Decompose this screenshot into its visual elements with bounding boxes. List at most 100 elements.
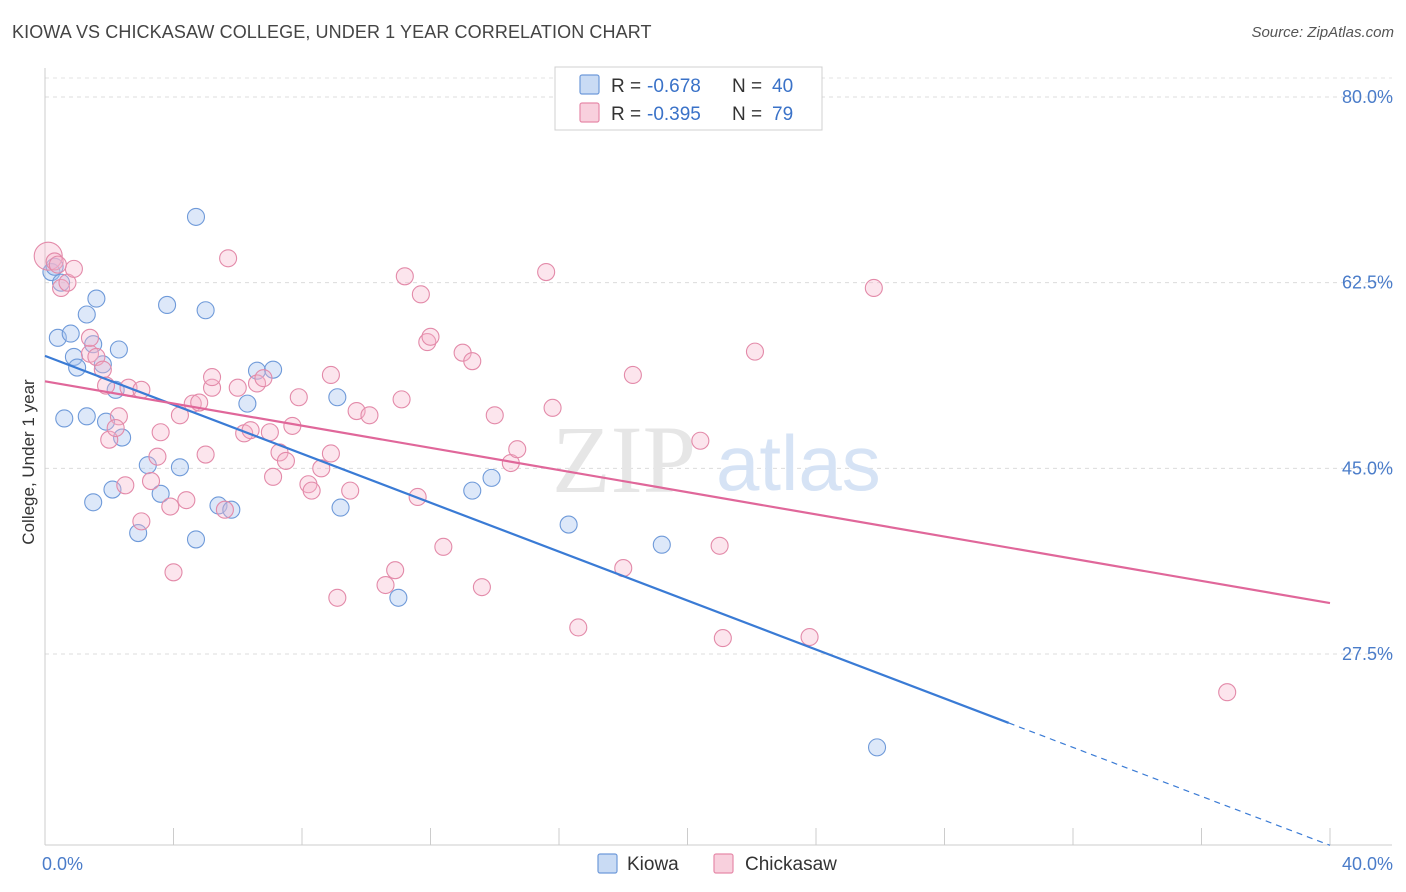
chickasaw-point-15 <box>132 512 151 531</box>
chickasaw-point-43 <box>302 481 321 500</box>
y-axis-title: College, Under 1 year <box>19 379 38 545</box>
chickasaw-point-29 <box>215 500 234 519</box>
y-tick-label-3: 27.5% <box>1342 644 1393 664</box>
y-tick-label-2: 45.0% <box>1342 458 1393 478</box>
chickasaw-point-18 <box>148 447 167 466</box>
chickasaw-point-52 <box>386 561 405 580</box>
chickasaw-point-45 <box>321 444 340 463</box>
chickasaw-point-30 <box>219 249 238 268</box>
kiowa-point-33 <box>389 588 408 607</box>
legend-r-label-kiowa: R = <box>611 76 641 97</box>
series-legend: Kiowa Chickasaw <box>597 853 837 875</box>
legend-swatch-kiowa <box>579 74 600 95</box>
kiowa-point-9 <box>93 355 112 374</box>
kiowa-point-22 <box>170 458 189 477</box>
kiowa-point-1 <box>52 273 71 292</box>
kiowa-point-3 <box>61 324 80 343</box>
chickasaw-point-26 <box>196 445 215 464</box>
correlation-legend: R = -0.678 N = 40 R = -0.395 N = 79 <box>554 66 823 131</box>
kiowa-point-27 <box>222 500 241 519</box>
chickasaw-point-48 <box>341 481 360 500</box>
kiowa-point-39 <box>45 257 64 276</box>
chickasaw-point-57 <box>418 333 437 352</box>
chickasaw-point-35 <box>254 369 273 388</box>
legend-r-value-kiowa: -0.678 <box>647 76 701 97</box>
kiowa-point-36 <box>559 515 578 534</box>
kiowa-point-21 <box>158 295 177 314</box>
chickasaw-point-70 <box>623 365 642 385</box>
watermark: ZIP atlas <box>552 406 881 513</box>
legend-swatch-chickasaw <box>579 102 600 123</box>
legend-n-value-chickasaw: 79 <box>772 104 793 125</box>
chickasaw-point-31 <box>228 378 247 397</box>
bottom-legend-label-kiowa: Kiowa <box>627 854 679 875</box>
kiowa-point-37 <box>652 535 671 554</box>
x-tick-label-1: 40.0% <box>1342 854 1393 874</box>
chickasaw-point-17 <box>141 472 161 491</box>
kiowa-point-38 <box>867 738 887 757</box>
kiowa-point-25 <box>196 301 215 320</box>
kiowa-point-11 <box>55 409 74 428</box>
chickasaw-point-78 <box>48 255 67 274</box>
legend-n-value-kiowa: 40 <box>772 76 793 97</box>
chickasaw-point-54 <box>395 267 414 286</box>
chickasaw-point-50 <box>360 406 379 425</box>
chickasaw-point-53 <box>392 390 411 409</box>
chickasaw-point-77 <box>1218 683 1237 702</box>
kiowa-point-20 <box>151 484 170 503</box>
kiowa-trend-extension <box>1008 722 1331 846</box>
legend-n-label-chickasaw: N = <box>732 104 762 125</box>
chickasaw-point-51 <box>376 575 395 595</box>
chickasaw-point-4 <box>64 259 83 278</box>
chickasaw-point-21 <box>164 563 183 582</box>
chickasaw-point-59 <box>434 537 453 556</box>
kiowa-trend-line <box>44 354 1010 724</box>
chickasaw-point-66 <box>537 263 556 282</box>
kiowa-point-24 <box>186 207 206 226</box>
chickasaw-point-63 <box>485 406 504 425</box>
grid-lines <box>45 77 1392 655</box>
chickasaw-point-37 <box>264 467 283 486</box>
data-points <box>33 207 1237 757</box>
chickasaw-point-11 <box>109 407 128 426</box>
chickasaw-point-67 <box>543 398 562 417</box>
chickasaw-point-74 <box>745 342 765 361</box>
kiowa-point-34 <box>463 481 482 500</box>
y-tick-label-1: 62.5% <box>1342 273 1393 293</box>
chickasaw-point-23 <box>177 491 196 510</box>
chickasaw-point-44 <box>312 459 331 478</box>
bottom-legend-swatch-kiowa <box>597 853 618 874</box>
kiowa-point-23 <box>186 530 206 549</box>
chickasaw-point-20 <box>161 497 180 516</box>
kiowa-point-7 <box>87 289 106 308</box>
chickasaw-point-12 <box>106 418 125 438</box>
chickasaw-point-61 <box>463 352 482 371</box>
kiowa-point-32 <box>331 498 350 517</box>
chickasaw-point-27 <box>203 378 222 397</box>
kiowa-point-16 <box>84 493 103 512</box>
x-tick-label-0: 0.0% <box>42 854 83 874</box>
chickasaw-point-68 <box>569 618 588 637</box>
chickasaw-point-65 <box>508 440 527 459</box>
chickasaw-point-10 <box>100 430 119 449</box>
watermark-zip: ZIP <box>552 406 696 513</box>
chickasaw-point-76 <box>864 278 883 298</box>
chickasaw-point-14 <box>116 476 135 495</box>
y-tick-label-0: 80.0% <box>1342 87 1393 107</box>
watermark-atlas: atlas <box>716 419 881 507</box>
chickasaw-point-41 <box>289 388 308 407</box>
chickasaw-point-72 <box>713 629 732 648</box>
chickasaw-point-71 <box>691 431 710 450</box>
source-credit: Source: ZipAtlas.com <box>1251 24 1394 41</box>
tick-labels: 80.0% 62.5% 45.0% 27.5% 0.0% 40.0% <box>42 87 1393 874</box>
chickasaw-point-6 <box>80 328 100 347</box>
chickasaw-point-19 <box>151 423 170 442</box>
legend-r-label-chickasaw: R = <box>611 104 641 125</box>
kiowa-point-18 <box>129 524 148 543</box>
legend-n-label-kiowa: N = <box>732 76 762 97</box>
chickasaw-point-56 <box>411 285 430 304</box>
chickasaw-point-62 <box>472 578 491 597</box>
kiowa-point-12 <box>77 407 96 426</box>
chickasaw-point-75 <box>800 627 819 647</box>
